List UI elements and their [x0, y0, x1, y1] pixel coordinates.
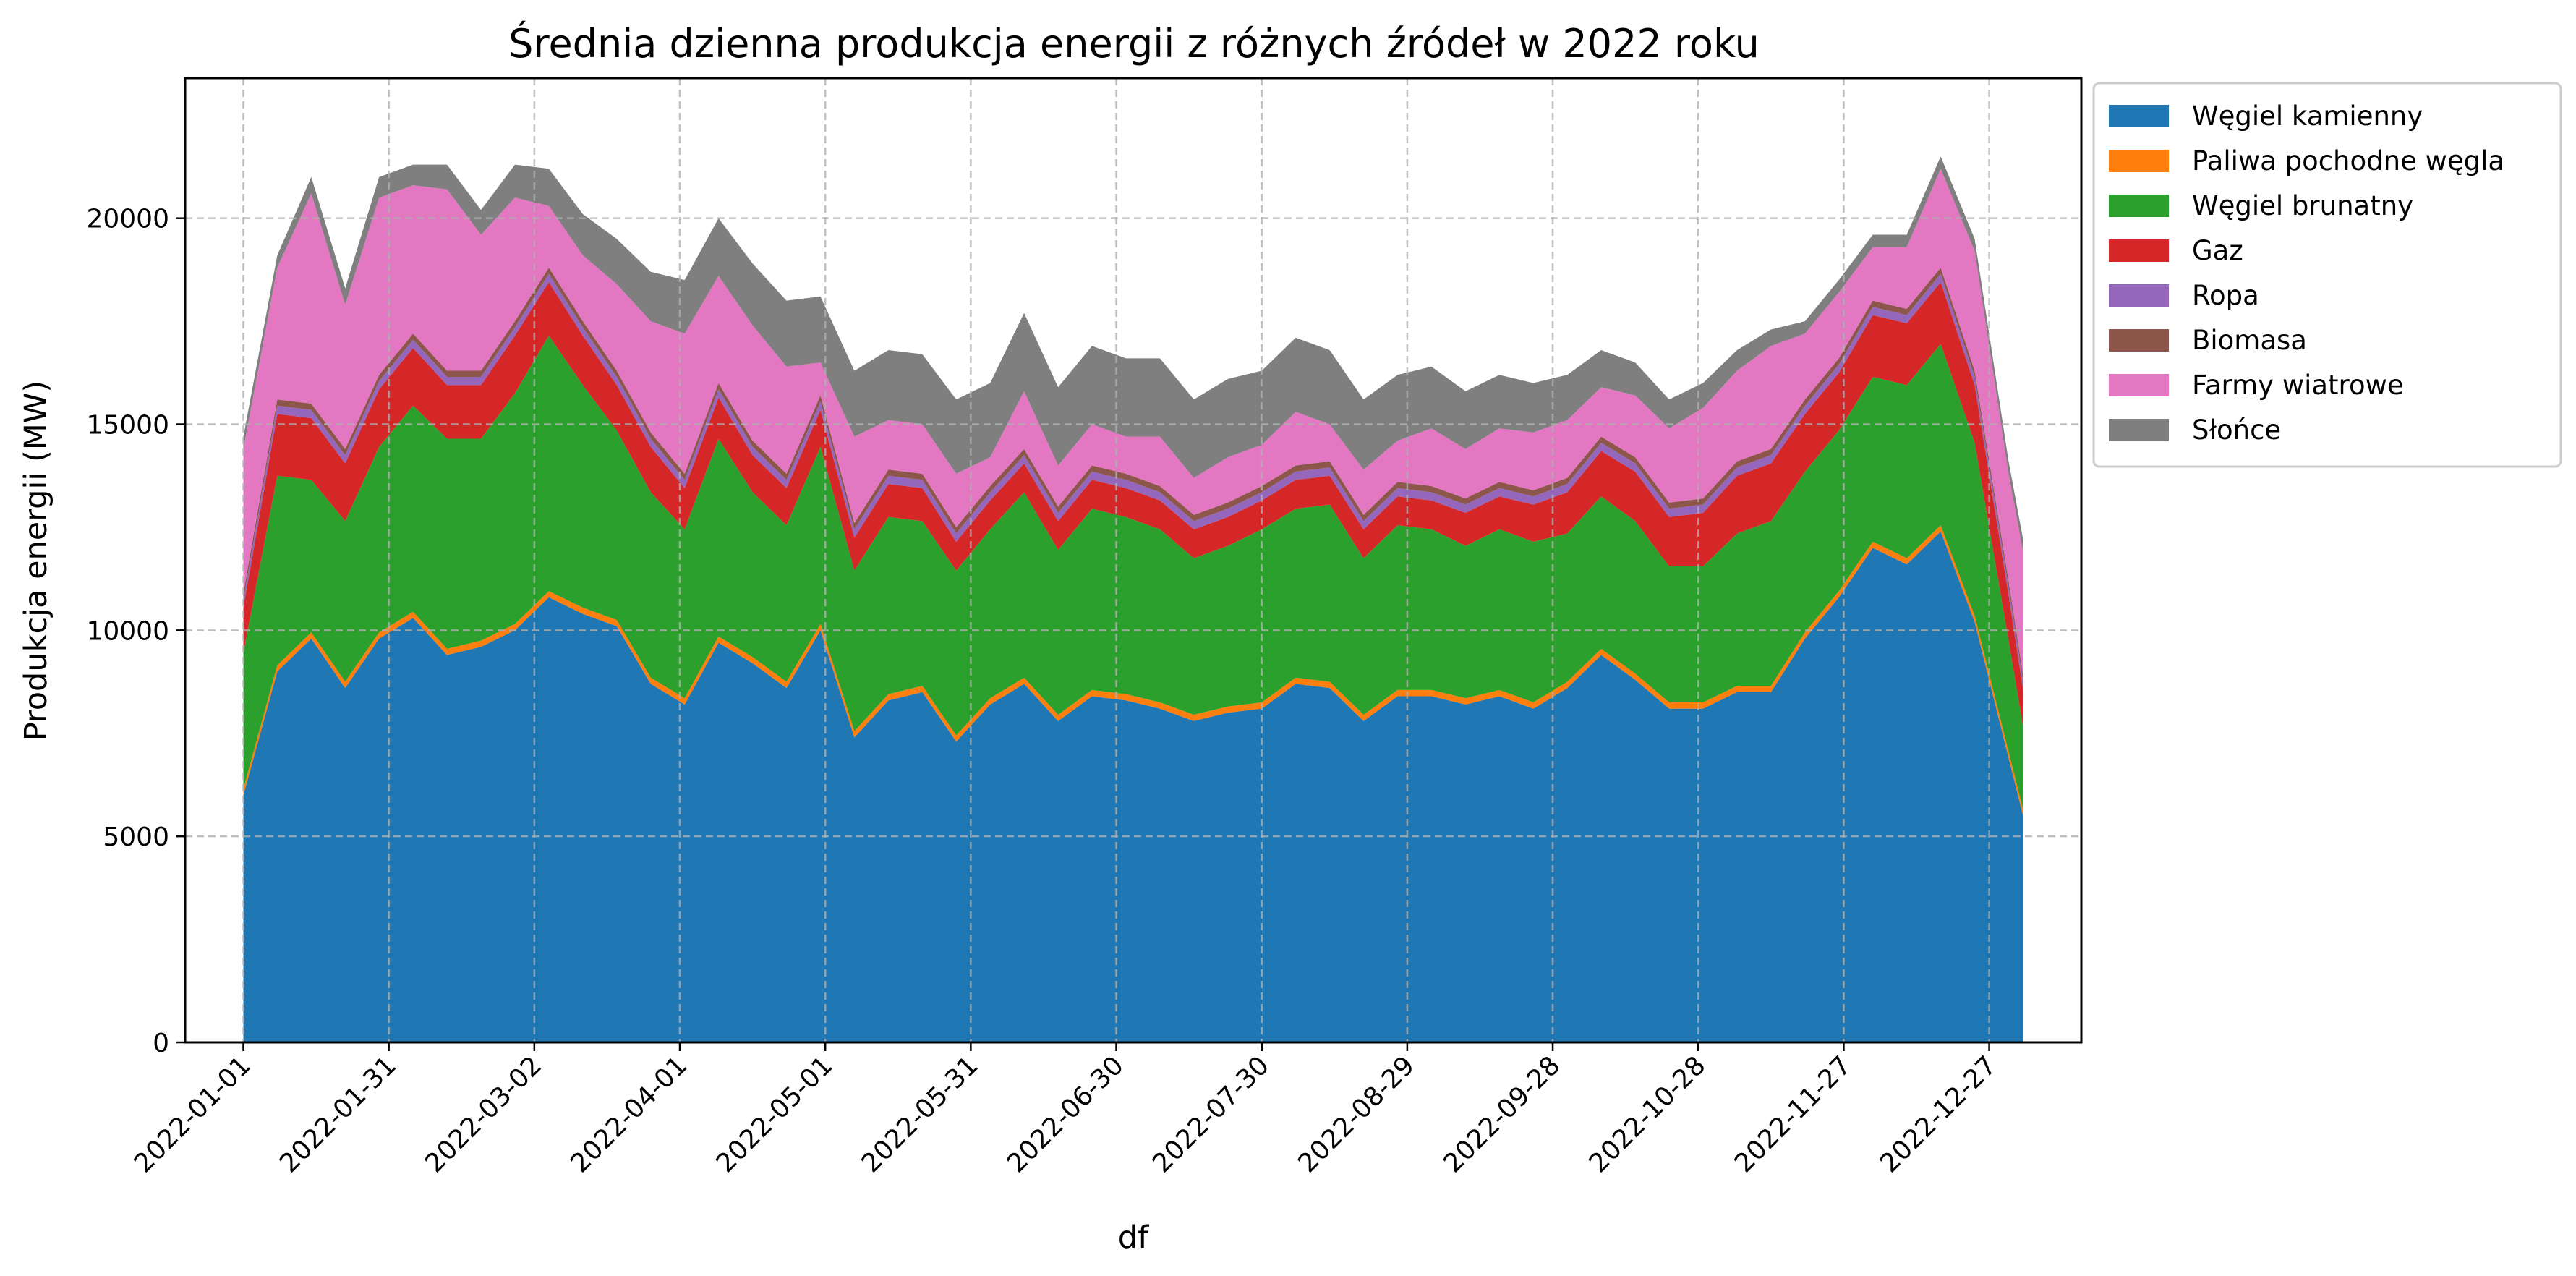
legend: Węgiel kamienny Paliwa pochodne węgla Węgi…	[2092, 82, 2562, 468]
legend-label: Węgiel kamienny	[2192, 101, 2423, 132]
legend-swatch	[2109, 150, 2169, 172]
legend-swatch	[2109, 419, 2169, 441]
y-axis-ticks: 0 5000 10000 15000 20000	[86, 205, 185, 1058]
legend-label: Farmy wiatrowe	[2192, 370, 2404, 401]
y-tick-label: 5000	[103, 822, 169, 852]
area-series-2	[243, 336, 2023, 810]
legend-swatch	[2109, 374, 2169, 396]
area-series-6	[243, 169, 2023, 676]
plot-frame	[184, 77, 2083, 1044]
legend-label: Słońce	[2192, 414, 2281, 446]
area-series-0	[243, 531, 2023, 1042]
legend-label: Węgiel brunatny	[2192, 190, 2413, 221]
y-tick-label: 15000	[86, 411, 169, 441]
legend-box	[2092, 82, 2562, 468]
legend-swatch	[2109, 195, 2169, 217]
legend-label: Biomasa	[2192, 325, 2307, 356]
y-tick-label: 20000	[86, 205, 169, 234]
legend-label: Gaz	[2192, 235, 2243, 266]
legend-label: Paliwa pochodne węgla	[2192, 145, 2504, 176]
legend-swatch	[2109, 329, 2169, 352]
legend-swatch	[2109, 105, 2169, 127]
area-layers	[243, 156, 2023, 1042]
y-axis-label: Produkcja energii (MW)	[18, 380, 54, 741]
chart-title: Średnia dzienna produkcja energii z różn…	[508, 21, 1760, 67]
legend-swatch	[2109, 239, 2169, 262]
y-tick-label: 10000	[86, 616, 169, 646]
area-series-3	[243, 282, 2023, 728]
legend-swatch	[2109, 284, 2169, 307]
legend-label: Ropa	[2192, 280, 2259, 311]
y-tick-label: 0	[153, 1029, 169, 1058]
x-axis-label: df	[1118, 1220, 1149, 1256]
